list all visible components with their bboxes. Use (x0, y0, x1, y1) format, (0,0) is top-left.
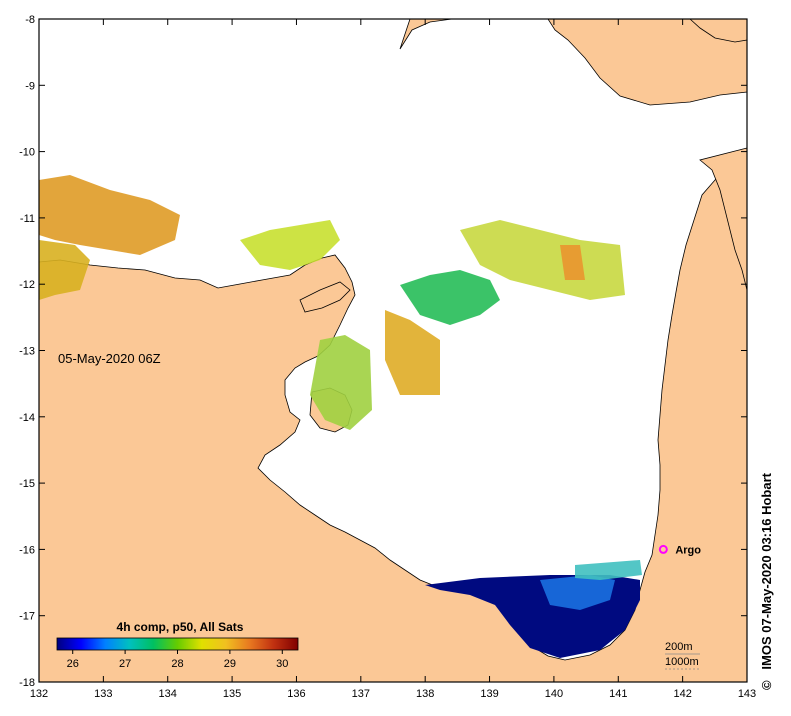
lon-tick-label: 136 (287, 688, 305, 700)
sst-patch-west (39, 175, 180, 255)
sst-patch-green (400, 270, 500, 325)
lon-tick-label: 138 (416, 688, 434, 700)
argo-marker-icon[interactable] (658, 544, 668, 554)
lat-tick-label: -18 (19, 677, 35, 689)
lon-tick-label: 139 (480, 688, 498, 700)
colorbar-ticks: 26 27 28 29 30 (67, 650, 288, 670)
sst-patch-gulf-w (310, 335, 372, 430)
colorbar-tick-label: 30 (276, 658, 288, 670)
lat-tick-label: -14 (19, 412, 35, 424)
lat-tick-label: -17 (19, 611, 35, 623)
argo-label: Argo (675, 544, 701, 556)
land-layer (38, 18, 748, 683)
lat-tick-label: -16 (19, 544, 35, 556)
lon-tick-label: 133 (94, 688, 112, 700)
sst-patch-orange (560, 245, 585, 280)
lat-tick-label: -12 (19, 279, 35, 291)
lon-tick-label: 137 (352, 688, 370, 700)
lat-tick-label: -15 (19, 478, 35, 490)
colorbar-tick-label: 26 (67, 658, 79, 670)
lon-tick-label: 142 (673, 688, 691, 700)
lat-tick-label: -10 (19, 147, 35, 159)
lon-tick-label: 132 (30, 688, 48, 700)
lon-tick-label: 141 (609, 688, 627, 700)
lon-tick-label: 140 (545, 688, 563, 700)
wessel-islands (299, 281, 351, 313)
lon-tick-label: 143 (738, 688, 756, 700)
arnhem-land (38, 147, 748, 683)
isobath-1000m: 1000m (665, 656, 699, 668)
lat-tick-label: -8 (25, 14, 35, 26)
credit-text: © IMOS 07-May-2020 03:16 Hobart (759, 473, 774, 690)
latitude-axis: -8 -9 -10 -11 -12 -13 -14 -15 -16 -17 -18 (19, 14, 747, 689)
longitude-axis: 132 133 134 135 136 137 138 139 140 141 142 143 (30, 19, 756, 700)
copyright-symbol: © (759, 680, 774, 690)
argo-marker[interactable]: Argo (658, 544, 701, 556)
colorbar-title: 4h comp, p50, All Sats (117, 620, 244, 634)
credit-label: IMOS 07-May-2020 03:16 Hobart (759, 473, 774, 670)
sst-patch-blue (540, 575, 615, 610)
sst-overlay (39, 175, 642, 658)
lat-tick-label: -9 (25, 80, 35, 92)
lon-tick-label: 134 (159, 688, 177, 700)
sst-patch-west-2 (39, 240, 90, 300)
colorbar-tick-label: 29 (224, 658, 236, 670)
lat-tick-label: -11 (20, 213, 35, 225)
colorbar-tick-label: 28 (171, 658, 183, 670)
sst-patch-mid-1 (240, 220, 340, 270)
lon-tick-label: 135 (223, 688, 241, 700)
lat-tick-label: -13 (19, 346, 35, 358)
colorbar (56, 637, 299, 651)
timestamp-label: 05-May-2020 06Z (58, 351, 161, 366)
isobath-200m: 200m (665, 641, 693, 653)
colorbar-tick-label: 27 (119, 658, 131, 670)
sst-patch-south-1 (385, 310, 440, 395)
sst-patch-cyan (575, 560, 642, 580)
